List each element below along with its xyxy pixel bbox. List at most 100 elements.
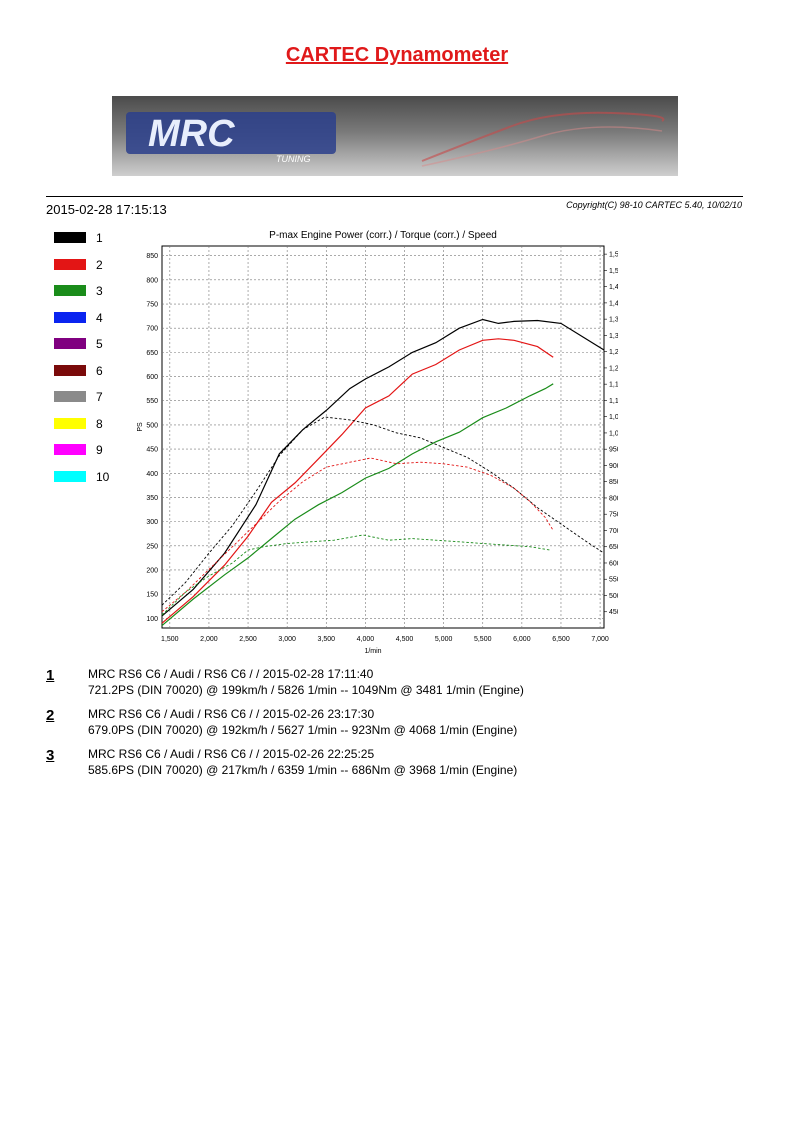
y2-tick-label: 500 (609, 593, 618, 600)
y2-tick-label: 1,000 (609, 430, 618, 437)
brand-banner: MRC TUNING (112, 96, 678, 176)
report-datetime: 2015-02-28 17:15:13 (46, 202, 167, 217)
y-axis-label: PS (137, 422, 144, 432)
y2-tick-label: 650 (609, 544, 618, 551)
legend-swatch (54, 232, 86, 243)
legend-item: 10 (54, 469, 134, 485)
copyright-text: Copyright(C) 98-10 CARTEC 5.40, 10/02/10 (566, 200, 742, 210)
legend-swatch (54, 391, 86, 402)
y2-tick-label: 1,150 (609, 382, 618, 389)
banner-graph-art (421, 111, 665, 167)
legend-swatch (54, 258, 86, 270)
y2-tick-label: 1,450 (609, 284, 618, 291)
power-curve-2 (161, 338, 554, 624)
y2-tick-label: 900 (609, 463, 618, 470)
legend-swatch (54, 285, 86, 296)
run-number: 1 (46, 667, 55, 684)
y2-tick-label: 1,550 (609, 252, 618, 259)
y-tick-label: 100 (146, 616, 158, 623)
run-entry: 1 MRC RS6 C6 / Audi / RS6 C6 / / 2015-02-… (46, 667, 746, 705)
y-tick-label: 600 (146, 374, 158, 381)
y-tick-label: 750 (146, 302, 158, 309)
run-result: 721.2PS (DIN 70020) @ 199km/h / 5826 1/m… (88, 683, 524, 697)
legend-item: 3 (54, 284, 134, 299)
y2-tick-label: 1,300 (609, 333, 618, 340)
y2-tick-label: 800 (609, 495, 618, 502)
legend-swatch (54, 444, 86, 455)
x-tick-label: 2,000 (200, 636, 218, 643)
chart-title: P-max Engine Power (corr.) / Torque (cor… (269, 230, 497, 241)
y-tick-label: 850 (146, 253, 158, 260)
y-tick-label: 150 (146, 592, 158, 599)
y2-tick-label: 700 (609, 528, 618, 535)
torque-curve-2 (161, 457, 554, 613)
y2-tick-label: 1,050 (609, 414, 618, 421)
legend-item: 9 (54, 443, 134, 458)
legend-swatch (54, 470, 86, 482)
run-vehicle: MRC RS6 C6 / Audi / RS6 C6 / / 2015-02-2… (88, 667, 374, 681)
legend-label: 3 (96, 284, 103, 298)
y-tick-label: 200 (146, 567, 158, 574)
x-tick-label: 3,500 (318, 636, 336, 643)
y2-tick-label: 1,350 (609, 317, 618, 324)
y2-tick-label: 950 (609, 447, 618, 454)
y-tick-label: 500 (146, 422, 158, 429)
x-tick-label: 5,000 (435, 636, 453, 643)
y-tick-label: 650 (146, 350, 158, 357)
y-tick-label: 300 (146, 519, 158, 526)
y2-tick-label: 1,500 (609, 268, 618, 275)
dyno-chart: P-max Engine Power (corr.) / Torque (cor… (137, 230, 618, 655)
y2-tick-label: 750 (609, 512, 618, 519)
run-entry: 2 MRC RS6 C6 / Audi / RS6 C6 / / 2015-02-… (46, 707, 746, 745)
y-tick-label: 400 (146, 471, 158, 478)
x-tick-label: 3,000 (278, 636, 296, 643)
header-rule (46, 196, 743, 197)
legend-item: 6 (54, 363, 134, 379)
y-tick-label: 350 (146, 495, 158, 502)
y-tick-label: 800 (146, 277, 158, 284)
legend-item: 4 (54, 310, 134, 326)
x-tick-label: 7,000 (591, 636, 609, 643)
torque-curve-3 (161, 534, 550, 616)
legend-label: 4 (96, 310, 103, 325)
y2-tick-label: 450 (609, 609, 618, 616)
x-tick-label: 4,500 (396, 636, 414, 643)
logo-subtext: TUNING (276, 154, 311, 164)
legend-swatch (54, 417, 86, 429)
y-tick-label: 550 (146, 398, 158, 405)
x-tick-label: 4,000 (357, 636, 375, 643)
legend-label: 1 (96, 231, 103, 245)
run-number: 2 (46, 707, 55, 724)
y2-tick-label: 1,400 (609, 300, 618, 307)
y2-tick-label: 1,200 (609, 365, 618, 372)
legend-item: 2 (54, 258, 134, 273)
run-number: 3 (46, 747, 55, 764)
power-curve-1 (161, 318, 605, 617)
run-result: 585.6PS (DIN 70020) @ 217km/h / 6359 1/m… (88, 763, 518, 777)
y2-tick-label: 850 (609, 479, 618, 486)
legend-item: 5 (54, 337, 134, 352)
x-tick-label: 5,500 (474, 636, 492, 643)
legend-swatch (54, 311, 86, 323)
run-result: 679.0PS (DIN 70020) @ 192km/h / 5627 1/m… (88, 723, 518, 737)
legend-label: 7 (96, 390, 103, 404)
legend-item: 7 (54, 390, 134, 405)
y-tick-label: 450 (146, 447, 158, 454)
y2-tick-label: 1,100 (609, 398, 618, 405)
y2-tick-label: 1,250 (609, 349, 618, 356)
y-tick-label: 700 (146, 326, 158, 333)
legend-label: 9 (96, 443, 103, 457)
run-vehicle: MRC RS6 C6 / Audi / RS6 C6 / / 2015-02-2… (88, 707, 375, 721)
x-tick-label: 6,500 (552, 636, 570, 643)
x-tick-label: 2,500 (239, 636, 257, 643)
legend-swatch (54, 364, 86, 376)
legend-label: 6 (96, 363, 103, 378)
torque-curve-1 (161, 416, 605, 606)
y2-tick-label: 550 (609, 577, 618, 584)
run-vehicle: MRC RS6 C6 / Audi / RS6 C6 / / 2015-02-2… (88, 747, 375, 761)
x-axis-label: 1/min (364, 648, 381, 655)
power-curve-3 (161, 383, 554, 627)
legend-item: 8 (54, 417, 134, 432)
legend-label: 10 (96, 469, 110, 484)
page-title: CARTEC Dynamometer (285, 44, 509, 66)
